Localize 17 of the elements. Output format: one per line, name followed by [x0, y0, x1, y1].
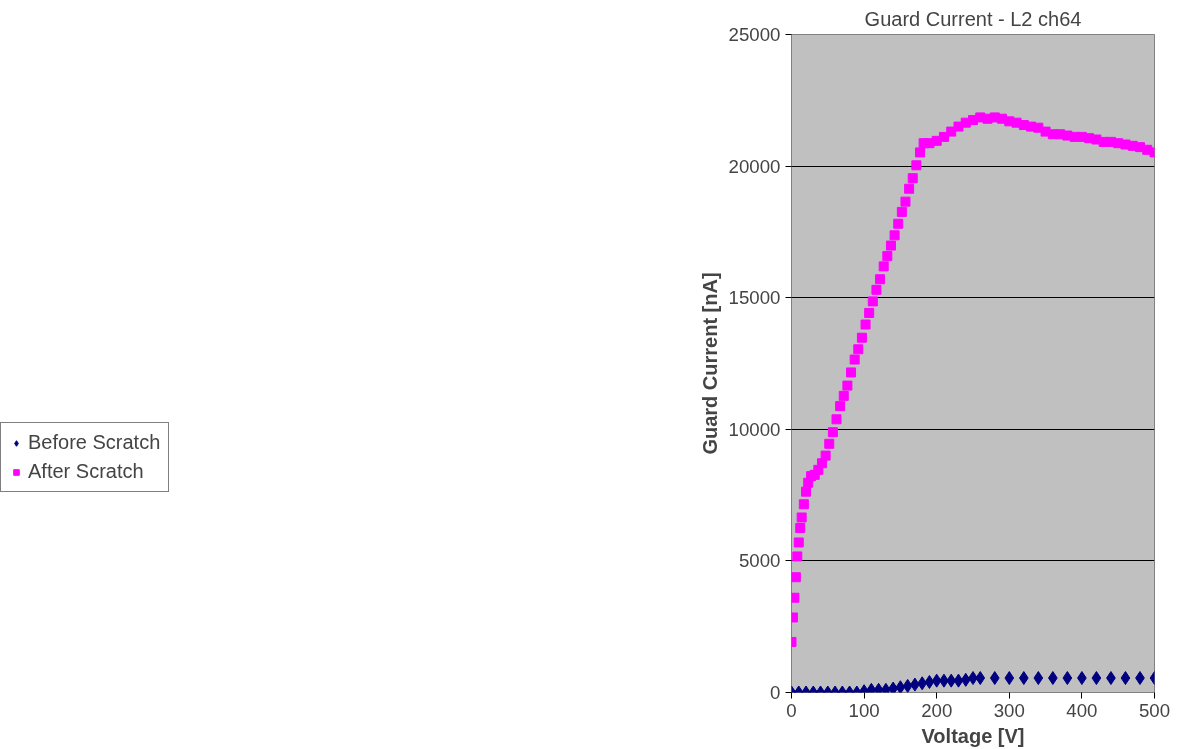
y-tick-label: 10000	[728, 418, 781, 440]
chart-title: Guard Current - L2 ch64	[864, 7, 1082, 30]
x-tick-label: 0	[786, 699, 797, 721]
y-tick-label: 25000	[728, 24, 781, 45]
x-axis-title: Voltage [V]	[921, 724, 1025, 747]
y-tick-label: 20000	[728, 155, 781, 177]
y-axis-title: Guard Current [nA]	[698, 272, 721, 455]
legend-label: After Scratch	[28, 460, 144, 483]
x-tick-label: 300	[993, 699, 1025, 721]
x-tick-label: 500	[1138, 699, 1171, 721]
y-tick-label: 15000	[728, 287, 781, 309]
y-tick-label: 5000	[739, 550, 781, 572]
x-tick-label: 400	[1066, 699, 1098, 721]
legend-label: Before Scratch	[28, 431, 161, 454]
x-tick-label: 100	[848, 699, 880, 721]
y-tick-label: 0	[770, 682, 781, 703]
x-tick-label: 200	[921, 699, 953, 721]
